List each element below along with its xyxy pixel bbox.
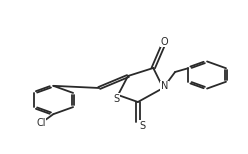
Text: O: O — [161, 37, 168, 47]
Text: N: N — [161, 81, 168, 91]
Text: S: S — [139, 121, 145, 131]
Text: Cl: Cl — [36, 118, 46, 128]
Text: S: S — [114, 94, 120, 104]
